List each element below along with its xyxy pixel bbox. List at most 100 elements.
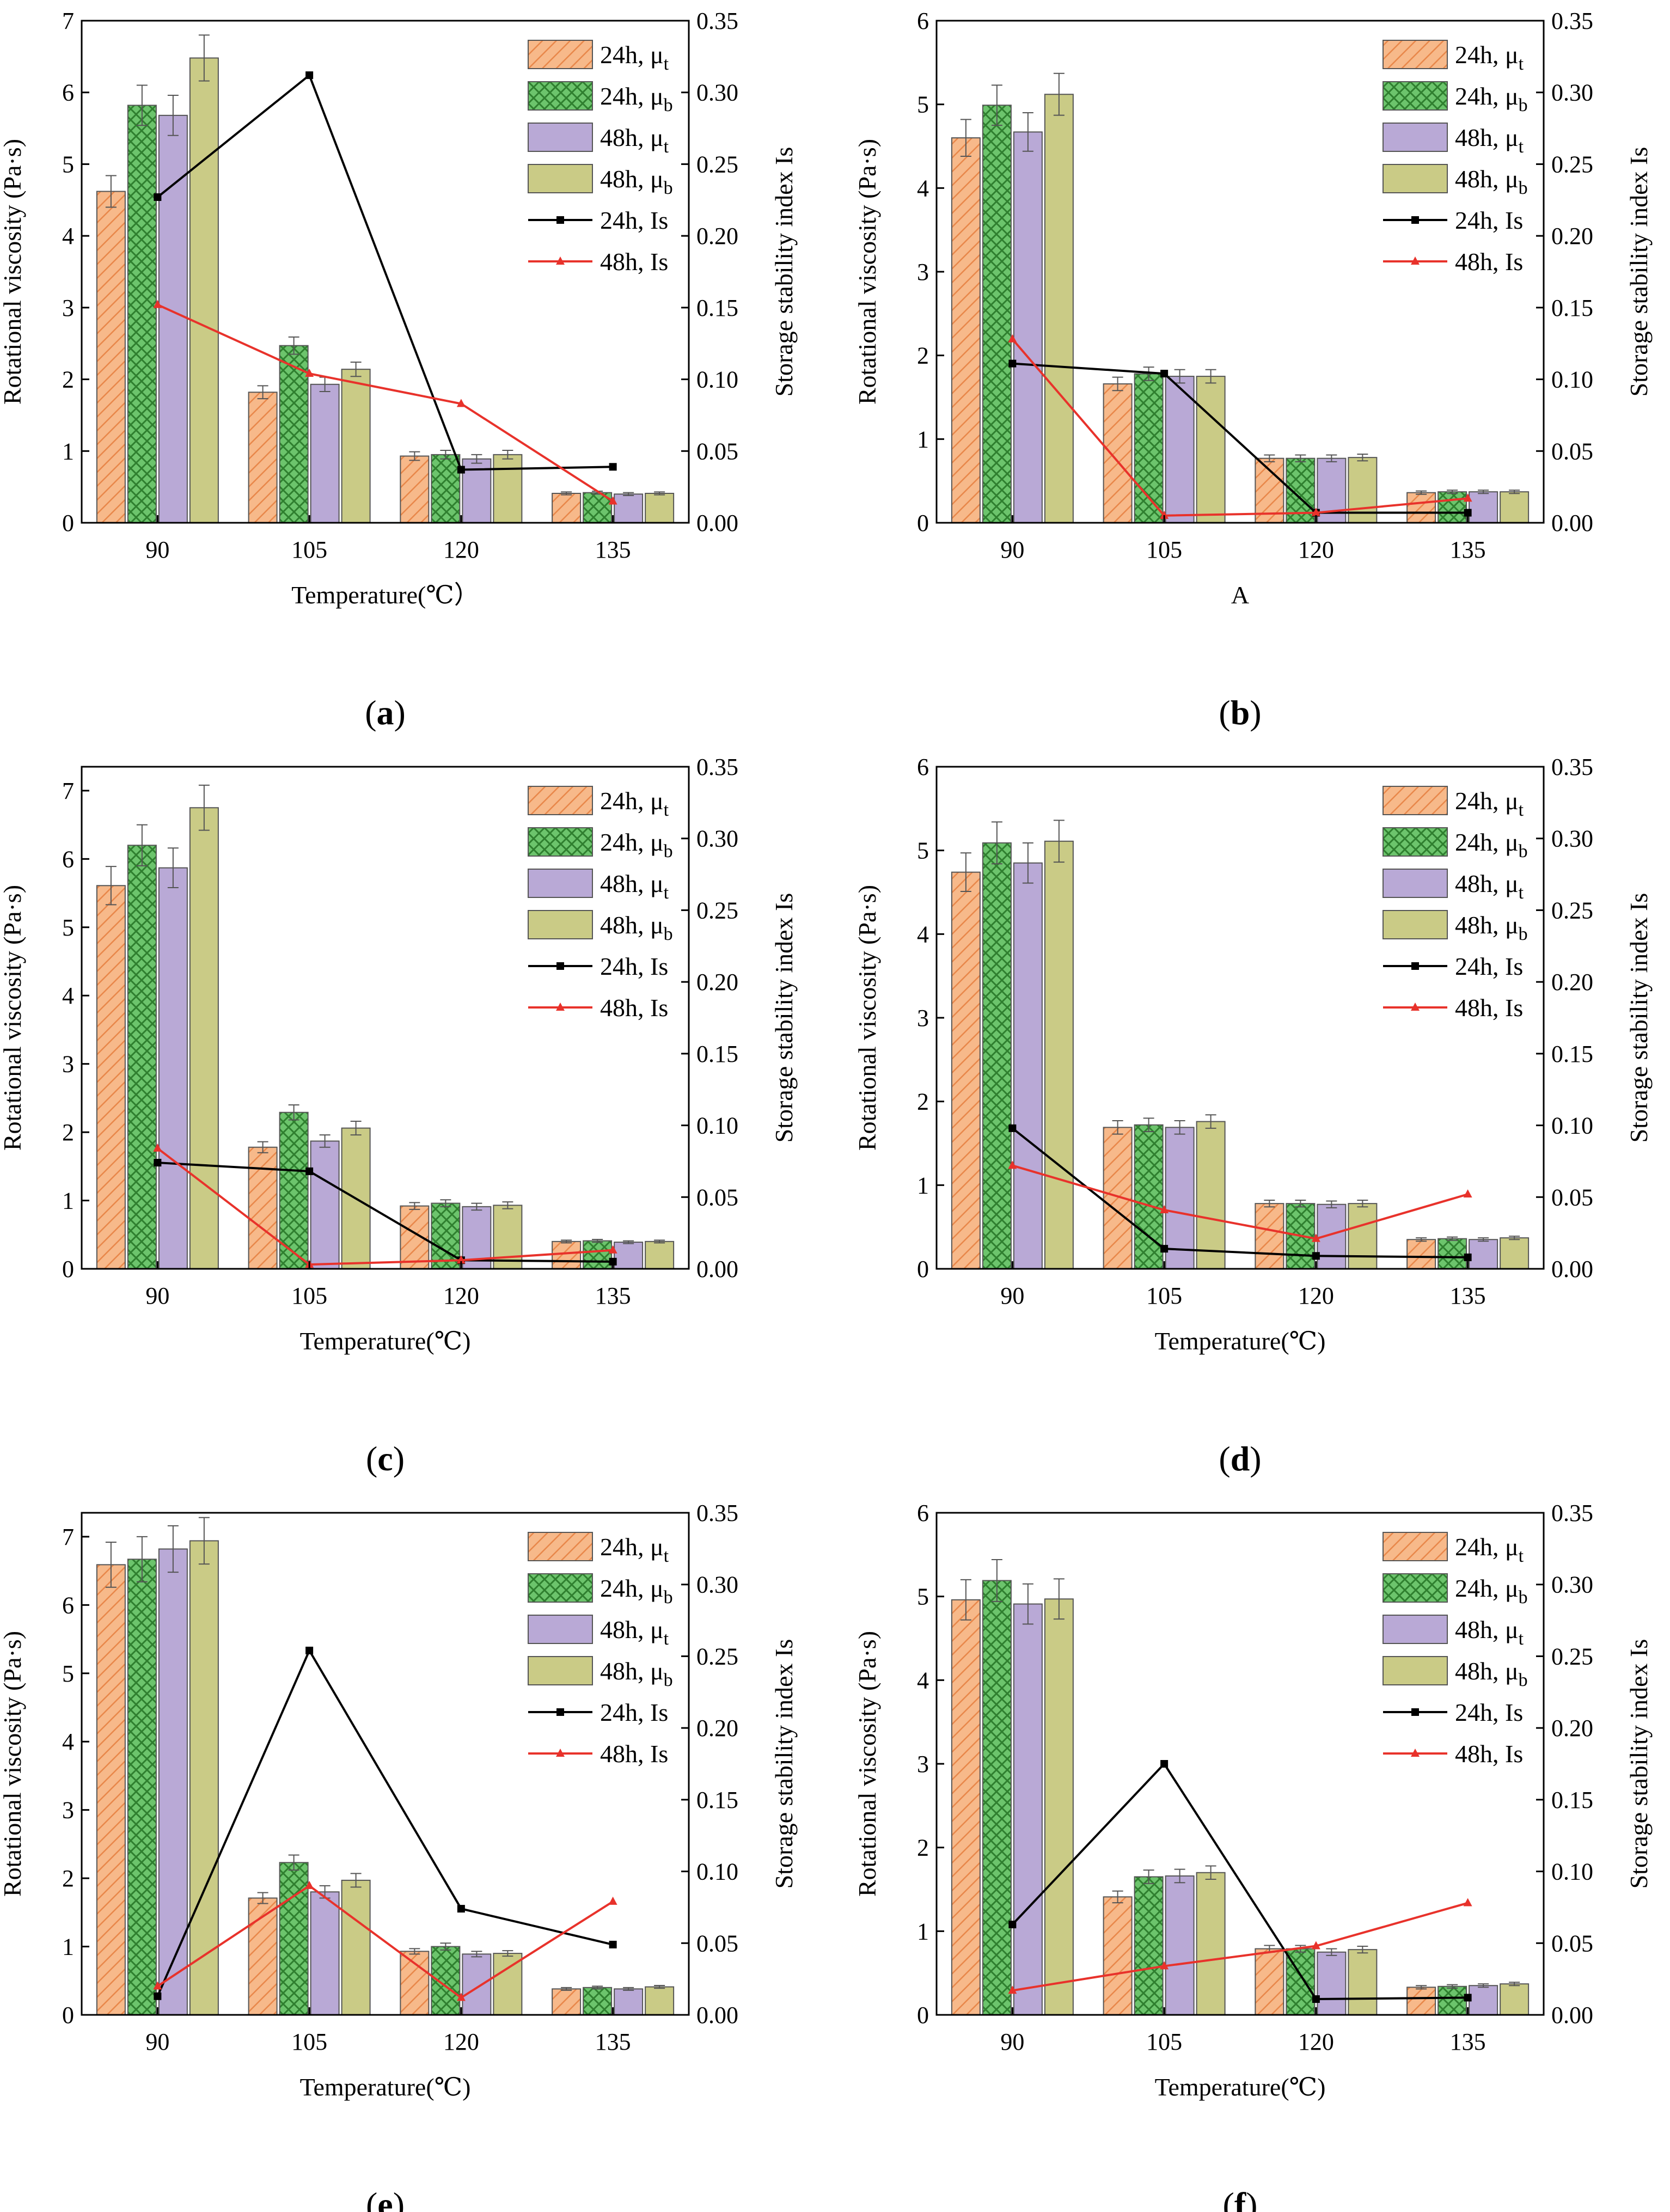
bar-c-s0-c3 — [552, 1241, 582, 1270]
right-tick-label-b-0.15: 0.15 — [1551, 295, 1593, 321]
right-tick-label-d-0.35: 0.35 — [1551, 754, 1593, 780]
bar-f-s3-c0 — [1044, 1598, 1074, 2015]
legend-label-f-3: 48h, μb — [1455, 1657, 1528, 1690]
bar-f-s0-c0 — [951, 1599, 981, 2015]
marker-triangle-b-1 — [1160, 510, 1169, 519]
left-tick-label-c-2: 2 — [62, 1119, 74, 1146]
bar-b-s3-c0 — [1044, 94, 1074, 523]
marker-triangle-a-0 — [153, 300, 162, 308]
bar-c-s2-c3 — [614, 1242, 644, 1270]
legend-swatch-c-2 — [528, 869, 593, 898]
marker-square-d-0 — [1008, 1124, 1017, 1132]
left-tick-label-b-4: 4 — [917, 175, 929, 201]
bar-a-s1-c0 — [127, 105, 157, 523]
right-tick-label-e-0.05: 0.05 — [696, 1930, 738, 1957]
right-tick-label-c-0.00: 0.00 — [696, 1256, 738, 1282]
left-tick-label-d-4: 4 — [917, 921, 929, 948]
left-tick-label-b-0: 0 — [917, 510, 929, 536]
plot-frame-a — [81, 20, 690, 524]
marker-square-d-2 — [1312, 1252, 1320, 1260]
bar-b-s1-c3 — [1437, 491, 1467, 523]
legend-marker-e-5 — [556, 1749, 565, 1757]
bar-f-s1-c1 — [1134, 1876, 1164, 2015]
left-tick-label-a-7: 7 — [62, 8, 74, 34]
bar-a-s0-c0 — [96, 191, 126, 524]
bar-d-s0-c3 — [1406, 1239, 1436, 1269]
bar-e-s3-c1 — [341, 1879, 371, 2015]
x-tick-label-a-90: 90 — [145, 536, 169, 563]
right-tick-label-f-0.00: 0.00 — [1551, 2002, 1593, 2028]
legend-marker-a-4 — [556, 216, 564, 224]
x-tick-label-c-105: 105 — [291, 1282, 327, 1309]
right-tick-label-e-0.20: 0.20 — [696, 1715, 738, 1742]
legend-label-b-4: 24h, Is — [1455, 206, 1523, 234]
marker-triangle-b-3 — [1463, 493, 1472, 502]
right-tick-label-d-0.30: 0.30 — [1551, 826, 1593, 852]
x-tick-label-d-120: 120 — [1298, 1282, 1334, 1309]
panel-caption-b: (b) — [1219, 693, 1261, 732]
left-tick-label-c-0: 0 — [62, 1256, 74, 1282]
line-e-is24 — [156, 1648, 614, 1997]
bar-a-s3-c1 — [341, 369, 371, 523]
right-tick-label-b-0.30: 0.30 — [1551, 80, 1593, 106]
legend-label-a-2: 48h, μt — [600, 124, 669, 157]
marker-square-b-3 — [1464, 509, 1472, 517]
bar-a-s1-c2 — [431, 454, 461, 523]
legend-swatch-c-3 — [528, 910, 593, 939]
marker-triangle-d-1 — [1160, 1205, 1169, 1213]
marker-square-f-0 — [1008, 1921, 1017, 1929]
marker-triangle-f-0 — [1008, 1985, 1017, 1994]
left-tick-label-e-2: 2 — [62, 1865, 74, 1892]
legend-label-d-5: 48h, Is — [1455, 994, 1523, 1022]
right-tick-label-f-0.30: 0.30 — [1551, 1572, 1593, 1598]
bar-b-s2-c1 — [1165, 376, 1195, 523]
x-tick-label-e-135: 135 — [595, 2028, 631, 2055]
legend-marker-d-4 — [1411, 962, 1419, 970]
bar-d-s2-c0 — [1013, 862, 1043, 1269]
left-tick-label-d-1: 1 — [917, 1172, 929, 1199]
x-tick-label-f-105: 105 — [1146, 2028, 1182, 2055]
legend-swatch-e-2 — [528, 1615, 593, 1644]
bar-b-s0-c3 — [1406, 492, 1436, 523]
bar-b-s0-c1 — [1103, 383, 1133, 523]
x-tick-label-d-135: 135 — [1450, 1282, 1486, 1309]
line-b-is24 — [1012, 362, 1468, 514]
bar-d-s1-c1 — [1134, 1124, 1164, 1270]
marker-triangle-b-0 — [1008, 334, 1017, 343]
right-tick-label-e-0.25: 0.25 — [696, 1643, 738, 1670]
marker-square-e-0 — [154, 1992, 162, 2000]
right-tick-label-d-0.10: 0.10 — [1551, 1113, 1593, 1139]
marker-triangle-c-2 — [456, 1255, 466, 1264]
left-tick-label-e-0: 0 — [62, 2002, 74, 2028]
bar-c-s3-c0 — [189, 807, 219, 1269]
y-axis-title-left-d: Rotational viscosity (Pa·s) — [853, 885, 881, 1151]
right-tick-label-d-0.00: 0.00 — [1551, 1256, 1593, 1282]
bar-e-s0-c3 — [552, 1988, 582, 2016]
marker-triangle-c-3 — [608, 1245, 617, 1254]
left-tick-label-f-0: 0 — [917, 2002, 929, 2028]
marker-triangle-e-3 — [608, 1896, 617, 1905]
left-tick-label-a-1: 1 — [62, 438, 74, 465]
line-a-is24 — [157, 73, 613, 471]
bar-c-s0-c2 — [400, 1205, 430, 1270]
line-a-is48 — [157, 303, 614, 503]
y-axis-title-left-e: Rotational viscosity (Pa·s) — [0, 1631, 26, 1897]
marker-square-d-1 — [1160, 1245, 1169, 1253]
left-tick-label-c-4: 4 — [62, 982, 74, 1009]
bar-e-s2-c3 — [614, 1988, 644, 2016]
legend-swatch-a-0 — [528, 40, 593, 69]
chart-panel-e: 0 1 2 3 4 5 6 7 0.00 0.05 0.10 0.15 0.20 0.25 0.30 0.35… — [0, 1500, 798, 2212]
line-f-is48 — [1012, 1902, 1469, 1992]
right-tick-label-e-0.35: 0.35 — [696, 1500, 738, 1526]
bar-b-s2-c3 — [1469, 491, 1498, 523]
legend-swatch-e-0 — [528, 1532, 593, 1561]
left-tick-label-f-4: 4 — [917, 1667, 929, 1694]
chart-panel-b: 0 1 2 3 4 5 6 0.00 0.05 0.10 0.15 0.20 0.25 0.30 0.35 9… — [853, 8, 1653, 732]
right-tick-label-a-0.15: 0.15 — [696, 295, 738, 321]
left-tick-label-b-1: 1 — [917, 426, 929, 453]
bar-f-s1-c3 — [1437, 1985, 1467, 2016]
marker-square-c-1 — [305, 1167, 314, 1175]
x-tick-label-e-105: 105 — [291, 2028, 327, 2055]
right-tick-label-e-0.30: 0.30 — [696, 1572, 738, 1598]
right-tick-label-c-0.05: 0.05 — [696, 1184, 738, 1211]
